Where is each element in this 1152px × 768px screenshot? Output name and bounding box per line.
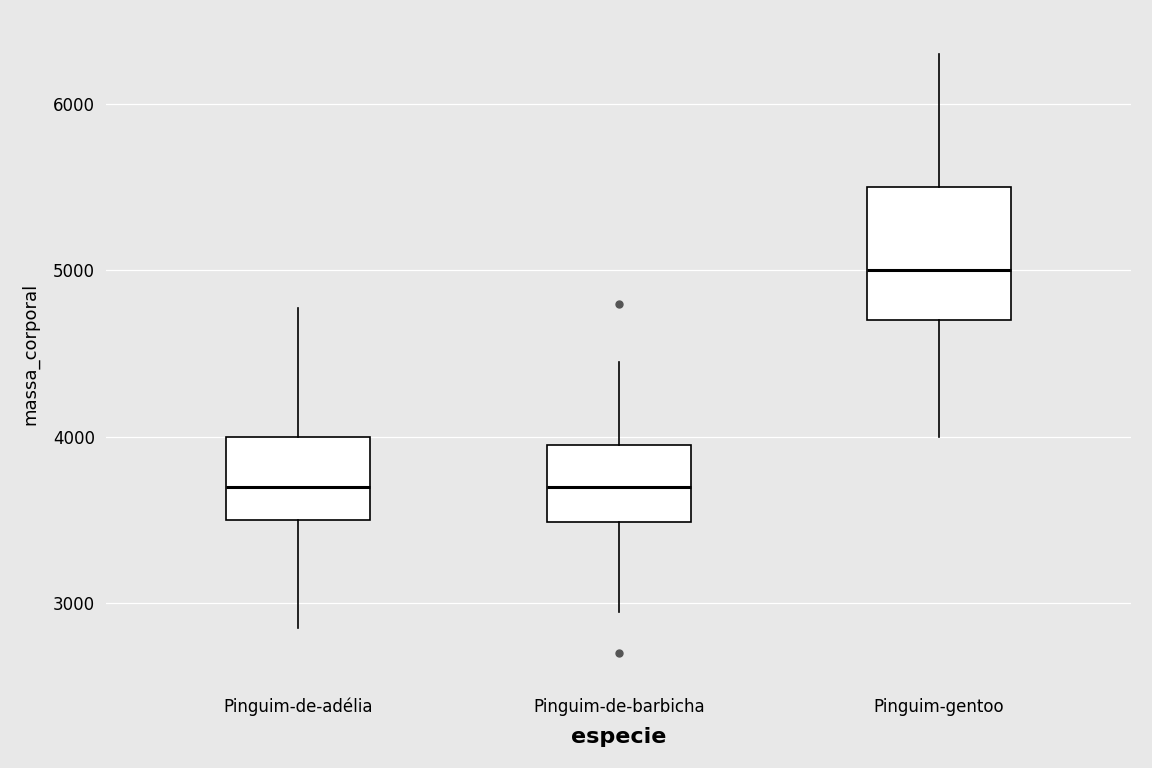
PathPatch shape [547, 445, 691, 522]
Y-axis label: massa_corporal: massa_corporal [21, 283, 39, 425]
PathPatch shape [867, 187, 1011, 320]
PathPatch shape [226, 437, 371, 520]
X-axis label: especie: especie [571, 727, 666, 747]
